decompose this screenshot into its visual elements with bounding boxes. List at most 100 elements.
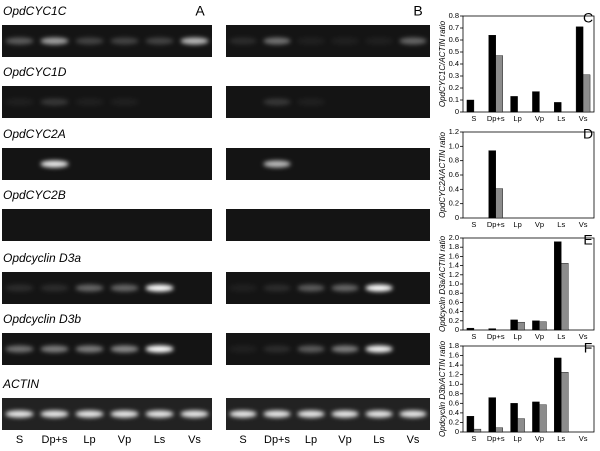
bar [495, 188, 503, 219]
gel-band [40, 98, 69, 106]
y-tick-label: 0 [455, 107, 459, 116]
gel-band [110, 345, 139, 353]
bar [561, 263, 569, 331]
bar [561, 372, 569, 433]
gel-band [75, 345, 104, 353]
lane-label: Lp [305, 434, 317, 446]
gel-band [145, 345, 174, 353]
gel-band [297, 410, 325, 418]
y-tick-label: 1.0 [449, 141, 459, 150]
gel-band [263, 410, 291, 418]
y-tick-label: 1.4 [449, 261, 459, 270]
bar [510, 96, 518, 113]
y-tick-label: 1.2 [449, 127, 459, 136]
bar [510, 319, 518, 331]
gel-image [2, 333, 212, 365]
lane-label: Dp+s [42, 434, 68, 446]
y-tick-label: 0.1 [449, 95, 459, 104]
y-tick-label: 1.8 [449, 341, 459, 350]
y-tick-label: 0.8 [449, 11, 459, 20]
bar [539, 321, 547, 331]
gel-band [297, 284, 325, 292]
gel-band [110, 410, 139, 418]
lane-label: Vp [118, 434, 131, 446]
lane-label: Ls [154, 434, 166, 446]
gel-band [75, 410, 104, 418]
lane-label: Vp [338, 434, 351, 446]
bar [582, 74, 591, 113]
x-tick-label: S [471, 332, 476, 341]
y-tick-label: 0.6 [449, 398, 459, 407]
gel-band [365, 345, 393, 353]
gel-label: OpdCYC2B [3, 188, 66, 202]
x-tick-label: Vp [535, 114, 544, 123]
x-tick-label: Vs [579, 114, 588, 123]
gel-band [263, 98, 291, 106]
y-tick-label: 1.4 [449, 360, 459, 369]
y-tick-label: 0.6 [449, 297, 459, 306]
gel-band [5, 410, 34, 418]
bar [532, 320, 540, 331]
gel-band [145, 37, 174, 45]
bar [495, 427, 503, 433]
gel-band [180, 37, 209, 45]
gel-band [229, 37, 257, 45]
bar [466, 416, 475, 433]
y-tick-label: 0.3 [449, 71, 459, 80]
y-tick-label: 1.8 [449, 242, 459, 251]
lane-label: Vs [407, 434, 420, 446]
plot-area [462, 345, 595, 433]
gel-band [5, 345, 34, 353]
x-tick-label: Ls [557, 220, 565, 229]
bar [517, 418, 525, 433]
gel-band [75, 37, 104, 45]
y-tick-label: 0.4 [449, 184, 459, 193]
x-tick-label: Vp [535, 220, 544, 229]
x-tick-label: Lp [513, 220, 521, 229]
gel-band [229, 284, 257, 292]
gel-image [2, 272, 212, 304]
bar [517, 321, 525, 331]
y-tick-label: 0.8 [449, 389, 459, 398]
gel-band [297, 37, 325, 45]
bar [539, 404, 547, 433]
x-tick-label: Vs [579, 332, 588, 341]
gel-label: OpdCYC2A [3, 127, 66, 141]
bar [575, 26, 584, 113]
y-axis-label: Opdcyclin D3a/ACTIN ratio [438, 235, 447, 332]
gel-band [331, 284, 359, 292]
panel-label: F [584, 340, 593, 356]
y-tick-label: 1.0 [449, 279, 459, 288]
panel-label: C [583, 10, 593, 26]
x-tick-label: S [471, 434, 476, 443]
gel-band [180, 410, 209, 418]
gel-band [75, 284, 104, 292]
panel-label: E [583, 232, 592, 248]
plot-area [462, 237, 595, 331]
x-tick-label: Vs [579, 220, 588, 229]
gel-image [226, 333, 430, 365]
y-tick-label: 0.2 [449, 417, 459, 426]
gel-band [331, 410, 359, 418]
gel-label: OpdCYC1D [3, 65, 67, 79]
gel-band [110, 284, 139, 292]
x-tick-label: Lp [513, 434, 521, 443]
gel-band [40, 410, 69, 418]
y-tick-label: 1.0 [449, 379, 459, 388]
bar [488, 328, 496, 331]
gel-image [226, 398, 430, 430]
gel-band [229, 410, 257, 418]
gel-label: OpdCYC1C [3, 4, 67, 18]
bar [554, 102, 562, 113]
y-tick-label: 2.0 [449, 233, 459, 242]
gel-image [2, 148, 212, 180]
lane-label: Vs [188, 434, 201, 446]
gel-image [2, 398, 212, 430]
gel-band [399, 37, 427, 45]
gel-band [263, 160, 291, 168]
panel-label: A [195, 3, 205, 19]
x-tick-label: Lp [513, 332, 521, 341]
bar [466, 99, 475, 113]
y-axis-label: OpdCYC2A/ACTIN ratio [438, 132, 447, 218]
gel-band [263, 284, 291, 292]
